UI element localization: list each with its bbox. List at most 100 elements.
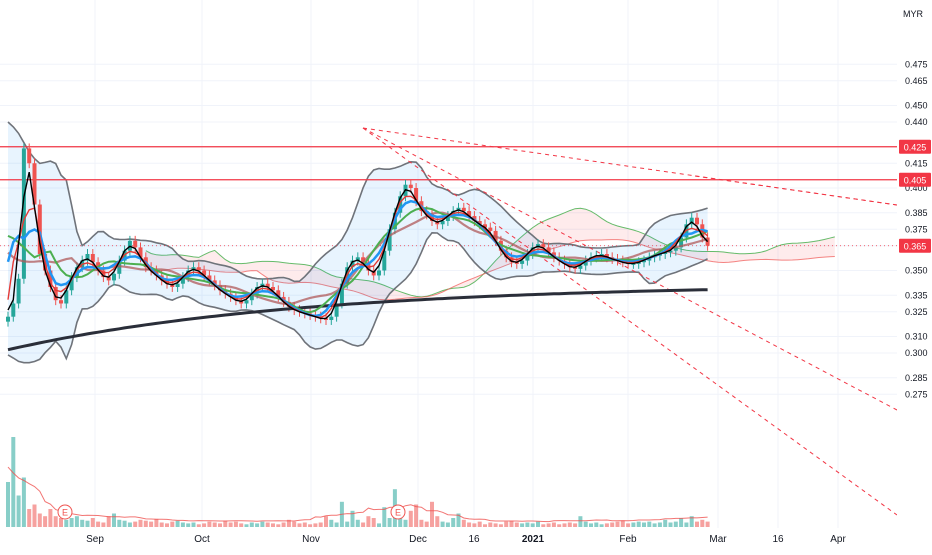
- candle-body: [249, 293, 254, 301]
- price-axis[interactable]: MYR 0.4750.4650.4500.4400.4250.4150.4000…: [897, 0, 932, 550]
- volume-bar: [382, 507, 387, 527]
- candle-body: [483, 224, 487, 228]
- volume-bar: [308, 524, 313, 527]
- candle-body: [85, 254, 90, 261]
- candle-body: [324, 318, 328, 320]
- volume-bar: [186, 523, 191, 527]
- candle-body: [339, 283, 344, 304]
- earnings-marker-label: E: [62, 508, 68, 518]
- volume-bar: [244, 524, 249, 527]
- bollinger-fill: [8, 122, 708, 363]
- y-tick-label: 0.450: [905, 101, 928, 111]
- x-tick-label: 2021: [522, 534, 545, 545]
- candle-body: [212, 280, 217, 286]
- candle-body: [546, 247, 551, 253]
- volume-bar: [430, 501, 434, 527]
- x-tick-label: 16: [468, 534, 480, 545]
- candle-body: [361, 257, 366, 263]
- volume-bar: [21, 477, 26, 527]
- price-tag: [899, 172, 931, 187]
- candle-body: [382, 250, 387, 271]
- volume-bar: [419, 519, 424, 527]
- volume-bar: [345, 521, 350, 527]
- volume-bar: [493, 523, 498, 527]
- candle-body: [488, 227, 493, 231]
- candle-body: [329, 316, 334, 320]
- volume-bar: [228, 522, 233, 527]
- volume-bar: [233, 521, 238, 527]
- candle-body: [573, 267, 578, 269]
- y-tick-label: 0.310: [905, 332, 928, 342]
- candle-body: [440, 221, 445, 225]
- candle-body: [636, 262, 641, 264]
- volume-bar: [472, 523, 477, 527]
- candle-body: [276, 290, 281, 297]
- volume-bar: [514, 522, 519, 527]
- volume-bar: [32, 504, 37, 527]
- candle-body: [32, 163, 37, 205]
- volume-bar: [239, 523, 244, 527]
- price-tag: [899, 139, 931, 154]
- candle-body: [133, 240, 138, 248]
- candle-body: [414, 188, 419, 202]
- y-tick-label: 0.335: [905, 290, 928, 300]
- candle-body: [695, 217, 699, 225]
- candle-body: [53, 287, 58, 301]
- x-tick-label: 16: [772, 534, 784, 545]
- time-axis[interactable]: Sep Oct Nov Dec 16 2021 Feb Mar 16 Apr: [86, 534, 846, 545]
- candle-body: [520, 260, 525, 264]
- earnings-marker: [390, 504, 406, 520]
- volume-bar: [80, 519, 85, 527]
- volume-bar: [59, 518, 63, 527]
- earnings-marker: [57, 504, 73, 520]
- volume-bar: [175, 520, 180, 527]
- y-tick-label: 0.375: [905, 224, 928, 234]
- y-tick-label: 0.415: [905, 158, 928, 168]
- volume-bar: [122, 520, 127, 527]
- y-tick-label: 0.465: [905, 76, 928, 86]
- volume-bar: [557, 524, 562, 527]
- candle-body: [59, 300, 63, 304]
- candle-body: [106, 277, 111, 281]
- candle-body: [689, 217, 694, 225]
- volume-bar: [567, 522, 572, 527]
- volume-bar: [456, 513, 461, 527]
- volume-bar: [689, 516, 694, 527]
- volume-bar: [663, 519, 668, 527]
- x-tick-label: Mar: [709, 534, 727, 545]
- candle-body: [11, 303, 16, 317]
- volume-bar: [271, 523, 275, 527]
- volume-bar: [657, 522, 662, 527]
- candle-body: [37, 204, 42, 254]
- volume-bar: [165, 523, 169, 527]
- volume-bar: [467, 522, 472, 527]
- y-tick-label: 0.300: [905, 348, 928, 358]
- volume-bar: [96, 521, 101, 527]
- volume-bar: [504, 521, 509, 527]
- candle-body: [48, 270, 53, 287]
- cloud-span-a: [145, 207, 835, 298]
- candle-body: [408, 184, 413, 188]
- volume-bar: [334, 522, 339, 527]
- bollinger-upper: [7, 121, 708, 283]
- volume-bar: [265, 522, 270, 527]
- ichimoku-cloud: [145, 207, 835, 301]
- volume-bar: [27, 509, 32, 527]
- volume-bar: [530, 523, 535, 527]
- candle-body: [180, 277, 185, 284]
- candle-body: [69, 277, 74, 291]
- candle-body: [705, 237, 710, 246]
- candle-body: [207, 275, 212, 281]
- volume-bar: [631, 522, 636, 527]
- volume-bar: [313, 523, 318, 527]
- candle-body: [175, 283, 180, 287]
- candle-body: [112, 273, 116, 281]
- candle-body: [668, 250, 673, 253]
- candle-body: [21, 148, 26, 279]
- x-tick-label: Oct: [194, 534, 210, 545]
- volume-bar: [292, 521, 297, 527]
- candle-body: [631, 263, 636, 265]
